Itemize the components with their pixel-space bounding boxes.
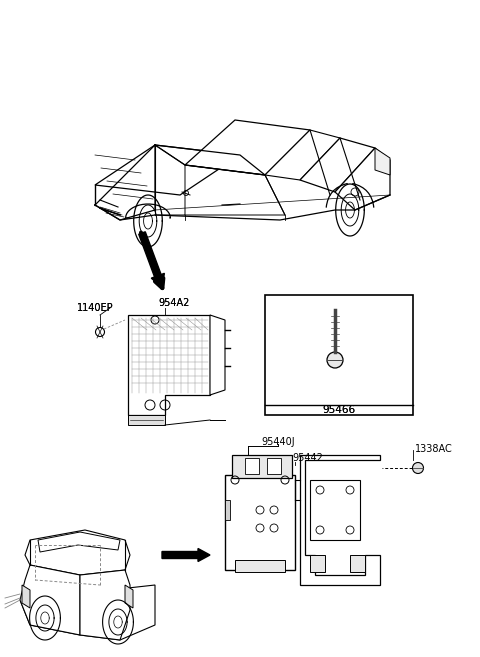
Polygon shape — [235, 560, 285, 572]
FancyArrow shape — [162, 549, 210, 562]
Polygon shape — [300, 138, 375, 192]
Text: 1140EP: 1140EP — [77, 303, 114, 313]
Text: 954A2: 954A2 — [158, 298, 190, 308]
Polygon shape — [185, 120, 310, 175]
Polygon shape — [128, 315, 210, 415]
Polygon shape — [38, 532, 120, 552]
Polygon shape — [335, 148, 390, 210]
Text: 95466: 95466 — [323, 405, 356, 415]
Polygon shape — [210, 315, 225, 395]
Polygon shape — [20, 585, 155, 640]
Polygon shape — [225, 500, 230, 520]
Circle shape — [327, 352, 343, 368]
Text: 1338AC: 1338AC — [415, 444, 453, 454]
Circle shape — [412, 463, 423, 474]
Polygon shape — [20, 565, 80, 635]
Polygon shape — [245, 458, 259, 474]
Text: 1140EP: 1140EP — [77, 303, 114, 313]
Polygon shape — [25, 530, 130, 575]
Polygon shape — [225, 475, 295, 570]
Bar — [265, 295, 413, 415]
Polygon shape — [350, 555, 365, 572]
Polygon shape — [300, 455, 380, 585]
Polygon shape — [95, 145, 240, 195]
Polygon shape — [310, 480, 360, 540]
Polygon shape — [125, 585, 133, 608]
Polygon shape — [310, 555, 325, 572]
Text: 954A2: 954A2 — [158, 298, 190, 308]
Text: 95466: 95466 — [323, 405, 356, 415]
Polygon shape — [375, 148, 390, 175]
Text: 95442: 95442 — [292, 453, 323, 463]
Text: 95440J: 95440J — [261, 437, 295, 447]
Polygon shape — [80, 570, 130, 640]
FancyArrow shape — [139, 232, 164, 287]
Polygon shape — [128, 415, 165, 425]
Polygon shape — [267, 458, 281, 474]
Polygon shape — [232, 455, 292, 478]
Polygon shape — [22, 585, 30, 608]
Polygon shape — [265, 130, 340, 180]
